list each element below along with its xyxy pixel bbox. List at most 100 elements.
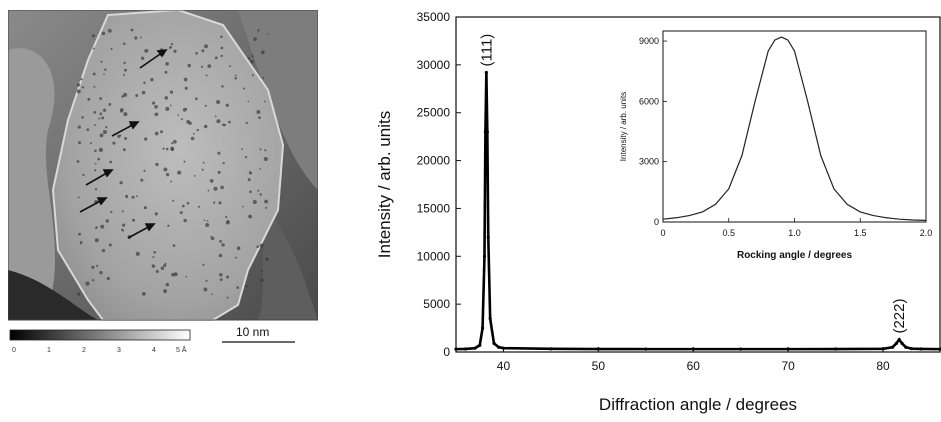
defect-dot [257, 29, 260, 32]
defect-dot [173, 139, 177, 144]
stm-terrace-bottom-right [258, 210, 318, 320]
defect-dot [104, 68, 107, 71]
stm-defect-dots [76, 28, 269, 299]
defect-dot [155, 269, 159, 273]
defect-dot [160, 266, 165, 271]
defect-dot [170, 42, 174, 46]
defect-dot [164, 96, 169, 100]
inset-x-tick-label: 1.0 [788, 228, 801, 238]
y-tick-label: 5000 [423, 297, 450, 311]
stm-terrace-left [8, 48, 56, 321]
defect-dot [179, 211, 183, 215]
defect-dot [76, 160, 80, 163]
defect-dot [200, 65, 204, 68]
defect-dot [170, 180, 173, 183]
defect-dot [245, 121, 248, 125]
defect-dot [204, 104, 207, 107]
main-axes: 40 50 60 70 80050001000015000200002500030000… [375, 10, 941, 414]
defect-dot [259, 193, 262, 196]
defect-dot [259, 168, 262, 170]
defect-dot [92, 47, 95, 50]
defect-dot [143, 169, 146, 172]
defect-dot [216, 99, 221, 105]
defect-dot [260, 270, 263, 273]
defect-dot [78, 141, 81, 145]
xrd-data-point [478, 343, 482, 347]
x-tick-label: 70 [781, 359, 795, 373]
defect-dot [105, 219, 110, 223]
defect-dot [205, 74, 208, 77]
x-axis-label: Diffraction angle / degrees [599, 395, 797, 414]
defect-dot [124, 68, 127, 72]
defect-dot [214, 115, 217, 118]
defect-dot [257, 189, 260, 192]
defect-dot [105, 126, 108, 129]
defect-dot [154, 104, 158, 109]
defect-dot [185, 107, 188, 110]
defect-dot [201, 49, 205, 53]
defect-dot [121, 223, 126, 227]
inset-x-tick-label: 0.5 [722, 228, 735, 238]
stm-dark-hole [8, 270, 98, 320]
defect-dot [94, 238, 99, 243]
xrd-data-point [482, 254, 487, 258]
defect-dot [131, 195, 135, 199]
xrd-data-point [786, 347, 790, 351]
xrd-chart-panel: 40 50 60 70 80 0 5000 10000 15000 20000 25000 30000… [360, 0, 941, 417]
xrd-data-point [501, 346, 506, 350]
defect-dot [125, 196, 128, 199]
colorbar-tick: 1 [47, 347, 51, 354]
y-tick-label: 10000 [417, 249, 451, 263]
defect-dot [101, 116, 105, 120]
defect-dot [213, 201, 216, 204]
defect-dot [143, 81, 146, 85]
defect-dot [90, 142, 92, 145]
defect-dot [203, 124, 208, 129]
defect-dot [110, 47, 113, 51]
xrd-data-point [909, 347, 914, 351]
defect-dot [142, 292, 146, 296]
defect-dot [123, 73, 126, 76]
defect-dot [245, 284, 248, 288]
defect-dot [172, 244, 176, 247]
defect-dot [220, 185, 224, 190]
defect-dot [234, 76, 237, 80]
defect-dot [244, 155, 248, 159]
defect-dot [218, 253, 223, 258]
defect-dot [135, 94, 139, 97]
defect-dot [76, 83, 81, 87]
defect-dot [180, 118, 183, 121]
defect-dot [108, 102, 112, 106]
defect-dot [112, 141, 116, 145]
defect-dot [123, 92, 128, 97]
defect-dot [225, 103, 229, 107]
defect-dot [226, 275, 230, 279]
defect-dot [121, 95, 124, 98]
defect-dot [221, 123, 225, 126]
defect-dot [160, 130, 163, 134]
defect-dot [106, 276, 110, 281]
defect-dot [219, 272, 223, 277]
inset-y-tick-label: 0 [654, 217, 659, 227]
defect-dot [171, 142, 174, 145]
defect-dot [186, 201, 190, 205]
defect-dot [86, 128, 90, 132]
xrd-data-point [485, 130, 489, 134]
defect-dot [141, 90, 146, 95]
defect-dot [80, 78, 83, 81]
xrd-data-point [463, 347, 468, 351]
inset-x-tick-label: 0 [660, 228, 665, 238]
defect-dot [77, 292, 81, 296]
defect-dot [99, 97, 103, 100]
defect-dot [211, 293, 213, 296]
xrd-data-point [890, 345, 895, 349]
defect-dot [109, 160, 113, 164]
defect-dot [163, 289, 168, 294]
defect-dot [165, 282, 170, 287]
defect-dot [248, 214, 253, 219]
defect-dot [95, 226, 98, 229]
defect-dot [92, 72, 96, 76]
defect-dot [252, 199, 257, 205]
defect-dot [207, 64, 212, 69]
main-plot-frame [455, 16, 941, 353]
